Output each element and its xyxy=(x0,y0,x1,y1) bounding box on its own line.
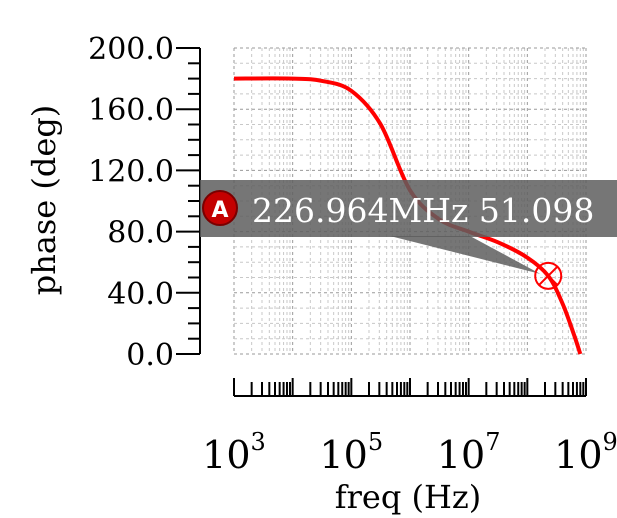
y-tick-label: 0.0 xyxy=(126,338,174,373)
y-tick-label: 160.0 xyxy=(88,93,174,128)
y-tick-label: 80.0 xyxy=(107,216,174,251)
y-tick-label: 120.0 xyxy=(88,154,174,189)
y-axis-title: phase (deg) xyxy=(25,105,63,296)
marker-leader xyxy=(390,236,541,274)
y-axis: 0.0 40.0 80.0 120.0 160.0 200.0 xyxy=(88,32,201,373)
marker-badge xyxy=(202,190,238,226)
marker-point-circle xyxy=(534,261,563,290)
marker-point-cross xyxy=(538,266,558,286)
x-tick-label: 109 xyxy=(554,428,617,477)
marker-badge-letter: A xyxy=(211,198,228,223)
x-tick-label: 103 xyxy=(202,428,266,477)
marker-label-box xyxy=(200,180,617,237)
marker-label-text: 226.964MHz 51.098 xyxy=(252,191,594,230)
y-tick-label: 40.0 xyxy=(107,277,174,312)
x-tick-label: 105 xyxy=(320,428,384,477)
annotation-layer: A 226.964MHz 51.098 xyxy=(200,180,617,290)
x-tick-label: 107 xyxy=(437,428,501,477)
x-axis: 103 105 107 109 xyxy=(202,378,617,477)
y-tick-label: 200.0 xyxy=(88,32,174,67)
x-axis-title: freq (Hz) xyxy=(335,478,481,516)
